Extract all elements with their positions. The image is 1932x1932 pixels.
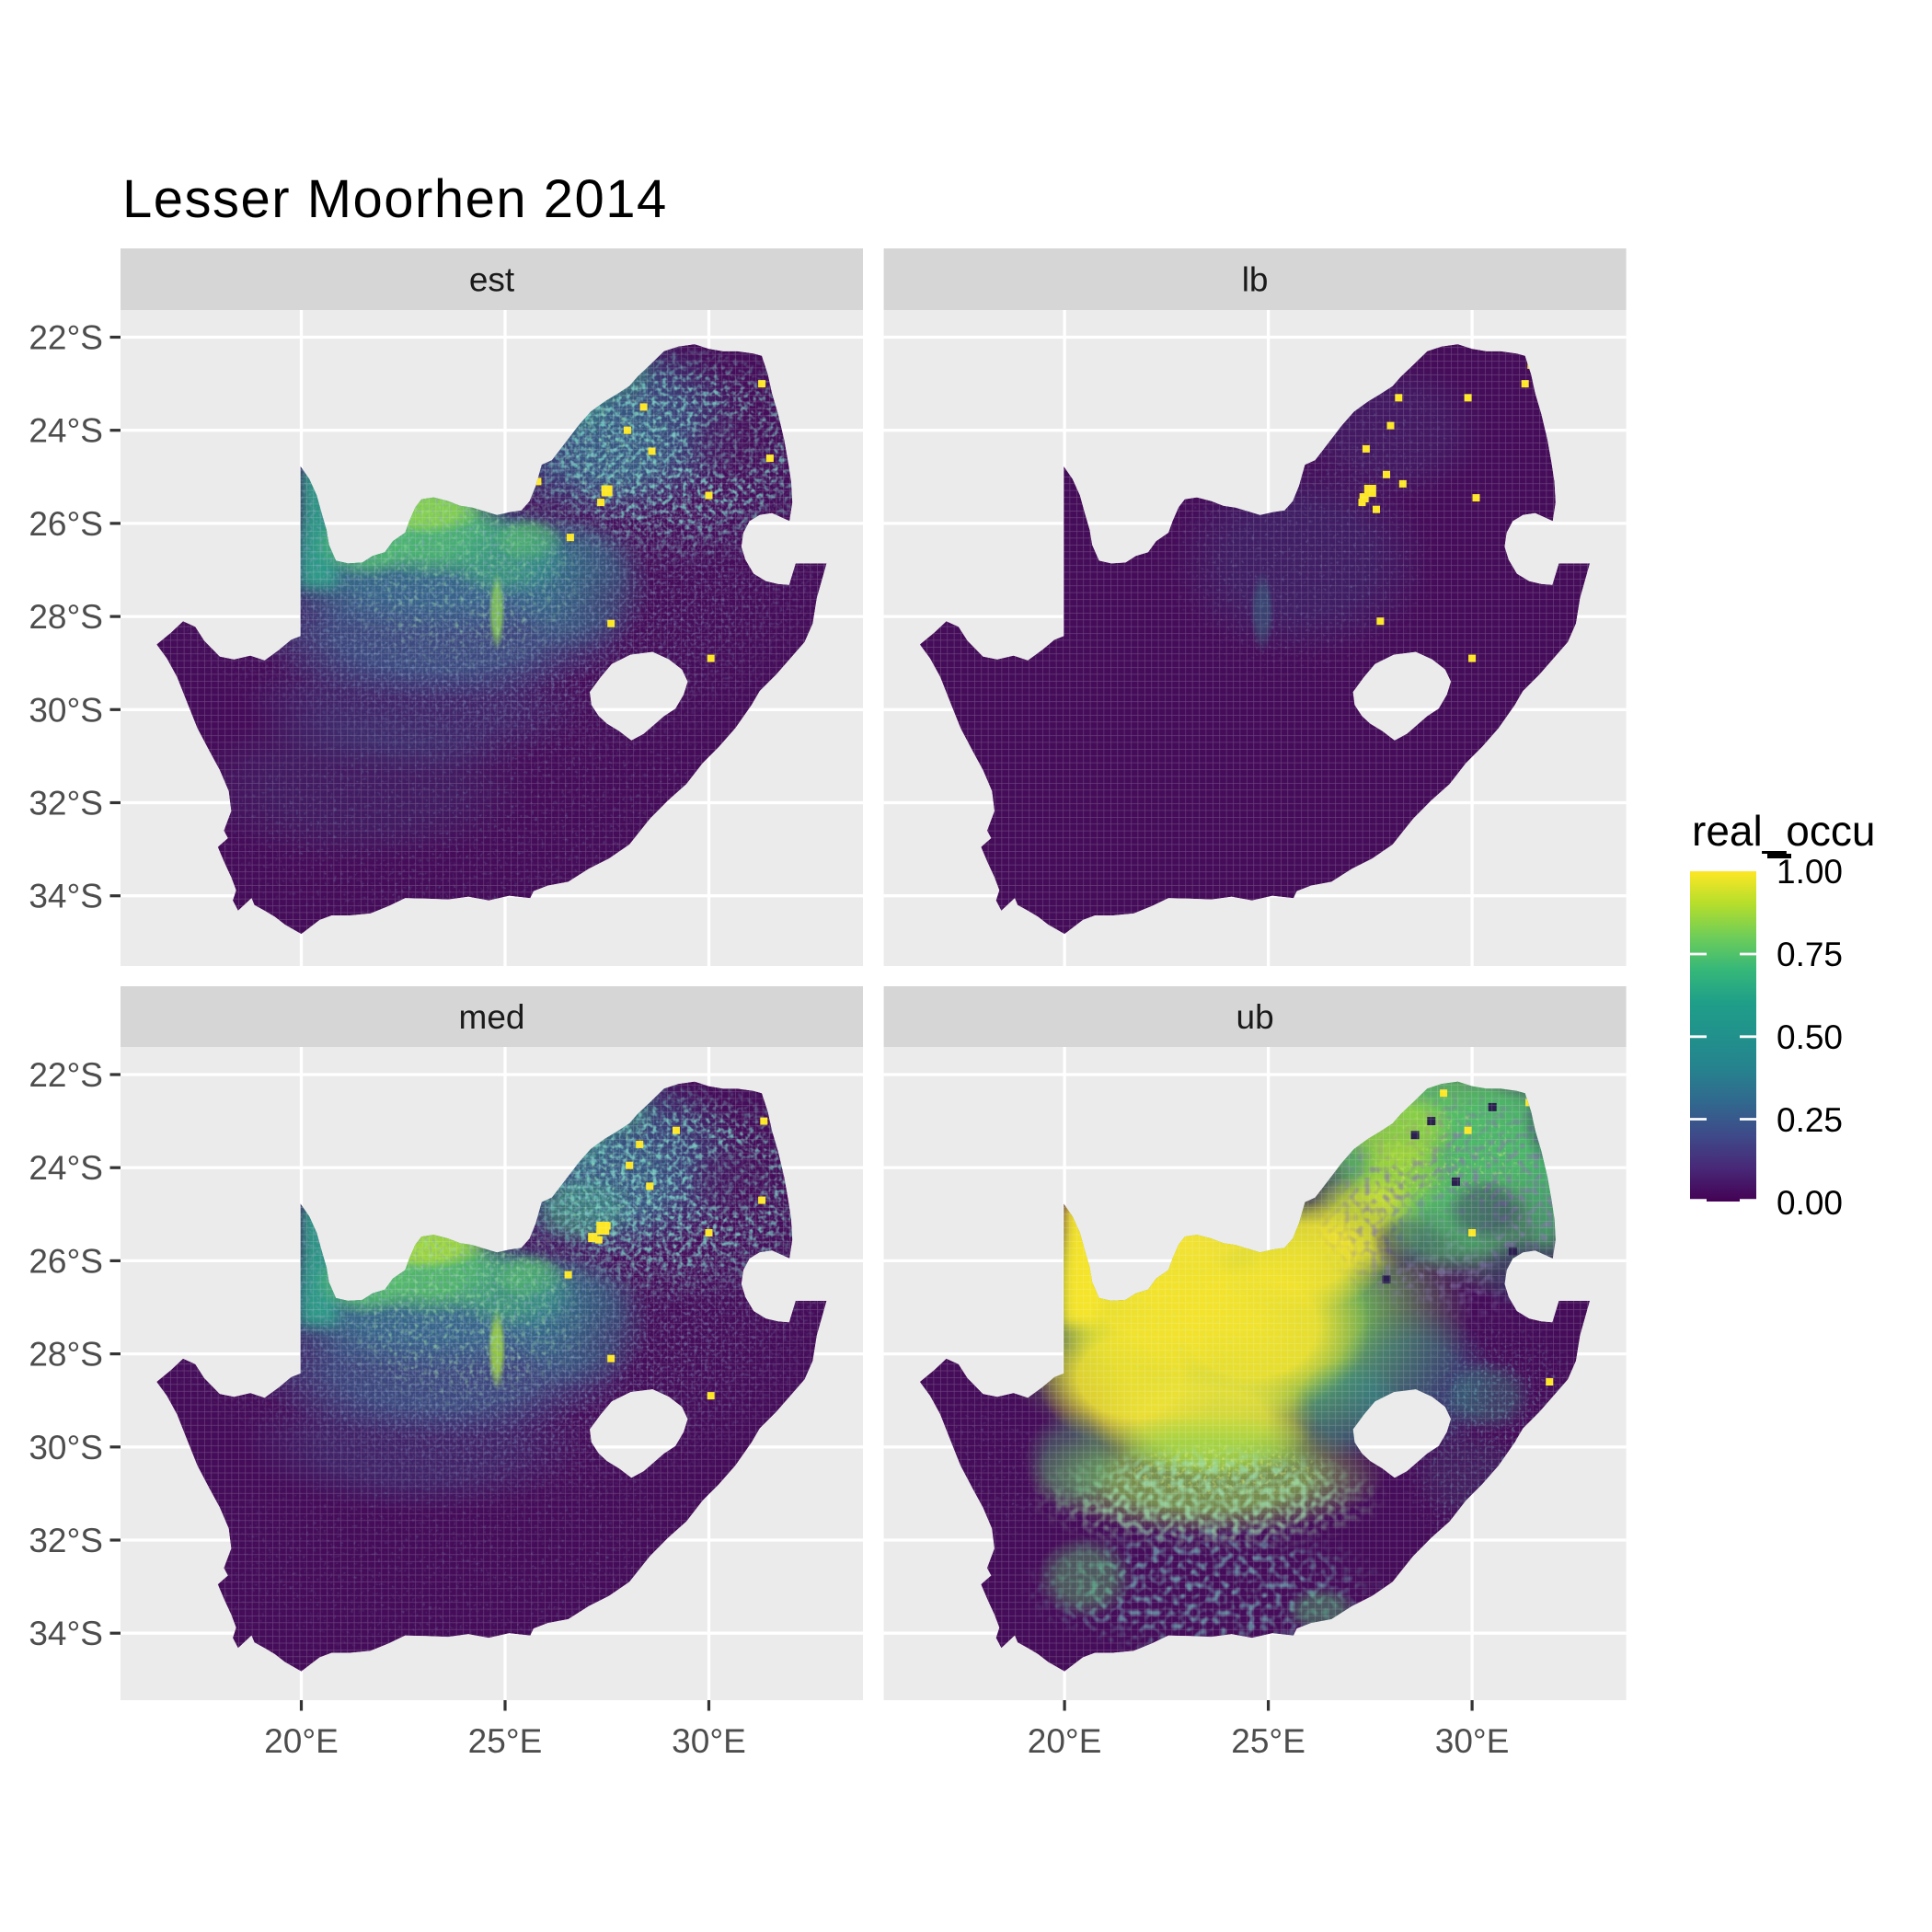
svg-text:20°E: 20°E bbox=[1028, 1722, 1102, 1760]
svg-text:1.00: 1.00 bbox=[1777, 853, 1843, 891]
svg-text:28°S: 28°S bbox=[29, 1336, 103, 1374]
svg-text:0.25: 0.25 bbox=[1777, 1101, 1843, 1139]
svg-text:20°E: 20°E bbox=[264, 1722, 339, 1760]
svg-text:26°S: 26°S bbox=[29, 505, 103, 543]
svg-text:30°S: 30°S bbox=[29, 1429, 103, 1466]
svg-text:30°S: 30°S bbox=[29, 691, 103, 729]
svg-text:22°S: 22°S bbox=[29, 319, 103, 357]
svg-text:ub: ub bbox=[1236, 998, 1274, 1036]
svg-text:0.00: 0.00 bbox=[1777, 1184, 1843, 1222]
svg-text:lb: lb bbox=[1242, 261, 1269, 299]
svg-text:med: med bbox=[459, 998, 525, 1036]
svg-text:30°E: 30°E bbox=[672, 1722, 746, 1760]
svg-text:34°S: 34°S bbox=[29, 1615, 103, 1652]
svg-text:24°S: 24°S bbox=[29, 1149, 103, 1187]
svg-text:0.75: 0.75 bbox=[1777, 936, 1843, 973]
svg-text:26°S: 26°S bbox=[29, 1242, 103, 1280]
svg-text:25°E: 25°E bbox=[1231, 1722, 1305, 1760]
svg-text:32°S: 32°S bbox=[29, 1522, 103, 1559]
svg-text:22°S: 22°S bbox=[29, 1056, 103, 1094]
svg-text:real_occu: real_occu bbox=[1692, 807, 1875, 855]
svg-text:28°S: 28°S bbox=[29, 598, 103, 636]
svg-text:25°E: 25°E bbox=[468, 1722, 543, 1760]
svg-text:est: est bbox=[469, 261, 515, 299]
svg-text:34°S: 34°S bbox=[29, 878, 103, 915]
svg-text:Lesser Moorhen 2014: Lesser Moorhen 2014 bbox=[122, 169, 668, 229]
svg-text:30°E: 30°E bbox=[1435, 1722, 1510, 1760]
svg-text:24°S: 24°S bbox=[29, 412, 103, 450]
svg-text:32°S: 32°S bbox=[29, 785, 103, 822]
svg-text:0.50: 0.50 bbox=[1777, 1018, 1843, 1056]
